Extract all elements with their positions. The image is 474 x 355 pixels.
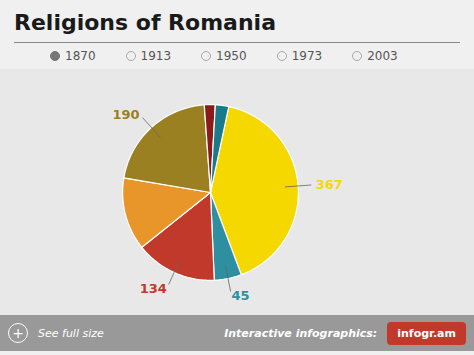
html-text:1870: 1870 — [65, 49, 96, 63]
html-text:1950: 1950 — [216, 49, 247, 63]
html-text:See full size: See full size — [38, 326, 104, 340]
svg-text:134: 134 — [140, 281, 167, 296]
svg-text:367: 367 — [316, 177, 343, 192]
html-text:Religions of Romania: Religions of Romania — [14, 10, 276, 35]
svg-text:190: 190 — [112, 107, 139, 122]
html-text:infogr.am: infogr.am — [397, 326, 456, 340]
html-text:1973: 1973 — [291, 49, 323, 63]
svg-text:45: 45 — [232, 288, 250, 303]
html-text:2003: 2003 — [367, 49, 398, 63]
html-text:1913: 1913 — [140, 49, 172, 63]
html-text:Interactive infographics:: Interactive infographics: — [224, 326, 378, 340]
